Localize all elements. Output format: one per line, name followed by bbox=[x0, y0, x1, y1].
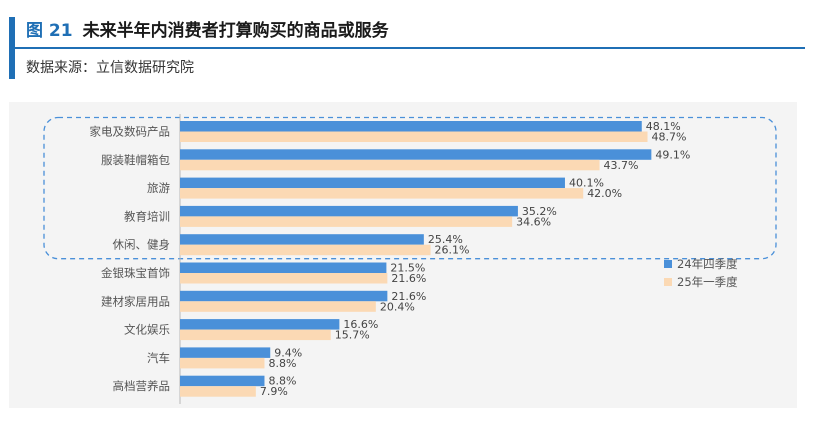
bar-q4-24 bbox=[180, 290, 388, 302]
highlight-box bbox=[43, 116, 777, 260]
bar-q4-24 bbox=[180, 149, 652, 160]
data-label: 16.6% bbox=[343, 318, 378, 331]
category-label: 旅游 bbox=[147, 181, 170, 195]
data-label: 9.4% bbox=[274, 346, 302, 359]
data-label: 26.1% bbox=[435, 244, 470, 257]
bar-q1-25 bbox=[180, 273, 388, 284]
bar-q1-25 bbox=[180, 131, 648, 142]
bar-q4-24 bbox=[180, 375, 265, 387]
data-label: 21.5% bbox=[390, 262, 425, 275]
bar-q1-25 bbox=[180, 301, 376, 312]
header-accent-bar bbox=[9, 17, 15, 79]
data-label: 48.1% bbox=[646, 120, 681, 133]
figure-title-text: 未来半年内消费者打算购买的商品或服务 bbox=[82, 21, 389, 41]
category-label: 休闲、健身 bbox=[113, 238, 171, 252]
bar-q1-25 bbox=[180, 159, 600, 171]
legend-label: 24年四季度 bbox=[677, 257, 738, 271]
bar-q1-25 bbox=[180, 244, 431, 256]
data-label: 35.2% bbox=[522, 205, 557, 218]
data-label: 21.6% bbox=[391, 290, 426, 303]
data-label: 8.8% bbox=[268, 357, 296, 370]
figure-number: 图 21 bbox=[26, 21, 73, 41]
data-label: 20.4% bbox=[380, 300, 415, 313]
legend-swatch-q4-24 bbox=[664, 260, 672, 268]
data-label: 8.8% bbox=[268, 375, 296, 388]
category-label: 家电及数码产品 bbox=[90, 125, 171, 139]
data-source: 数据来源：立信数据研究院 bbox=[26, 60, 194, 76]
data-label: 15.7% bbox=[335, 329, 370, 342]
data-label: 42.0% bbox=[587, 187, 622, 200]
bar-q4-24 bbox=[180, 177, 565, 189]
data-label: 43.7% bbox=[604, 159, 639, 172]
bar-q4-24 bbox=[180, 121, 642, 132]
legend-swatch-q1-25 bbox=[664, 278, 672, 286]
bar-q1-25 bbox=[180, 188, 584, 199]
data-label: 25.4% bbox=[428, 233, 463, 246]
data-label: 49.1% bbox=[655, 148, 690, 161]
data-label: 21.6% bbox=[391, 272, 426, 285]
category-label: 汽车 bbox=[147, 351, 170, 365]
category-label: 文化娱乐 bbox=[124, 323, 170, 337]
data-label: 7.9% bbox=[260, 385, 288, 398]
category-label: 金银珠宝首饰 bbox=[101, 266, 170, 280]
bar-q1-25 bbox=[180, 386, 256, 397]
data-label: 48.7% bbox=[652, 131, 687, 144]
legend-label: 25年一季度 bbox=[677, 275, 738, 289]
bar-q1-25 bbox=[180, 329, 331, 341]
header-rule bbox=[15, 47, 805, 49]
category-label: 建材家居用品 bbox=[101, 294, 170, 308]
bar-q1-25 bbox=[180, 216, 513, 227]
bar-q4-24 bbox=[180, 262, 387, 273]
figure-title: 图 21 未来半年内消费者打算购买的商品或服务 bbox=[26, 16, 389, 46]
data-label: 40.1% bbox=[569, 177, 604, 190]
bar-q4-24 bbox=[180, 347, 271, 358]
category-label: 服装鞋帽箱包 bbox=[101, 153, 170, 167]
bar-q1-25 bbox=[180, 357, 265, 369]
category-label: 教育培训 bbox=[124, 209, 170, 223]
data-label: 34.6% bbox=[516, 215, 551, 228]
category-label: 高档营养品 bbox=[113, 379, 171, 393]
bar-q4-24 bbox=[180, 205, 518, 217]
bar-q4-24 bbox=[180, 234, 424, 245]
bar-q4-24 bbox=[180, 319, 340, 330]
